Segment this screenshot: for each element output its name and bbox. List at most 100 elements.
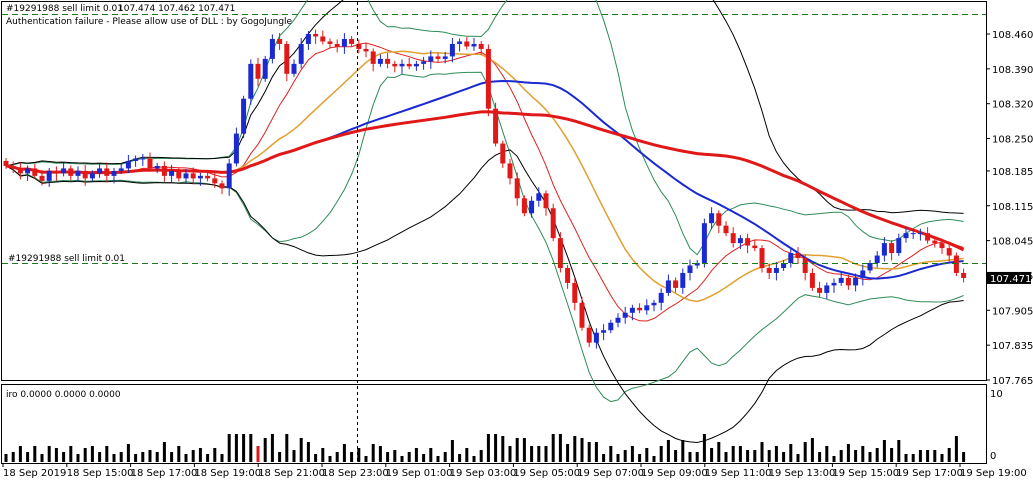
time-tick-label: 19 Sep 19:00 (960, 468, 1027, 479)
candle-body (291, 63, 297, 74)
volume-bar (105, 446, 109, 462)
volume-bar (206, 454, 210, 462)
volume-bar (162, 442, 166, 462)
candle-body (946, 248, 952, 256)
candle-body (680, 272, 686, 288)
volume-bar (249, 434, 253, 462)
volume-bar (515, 438, 519, 462)
candle-body (75, 170, 81, 176)
volume-bar (371, 444, 375, 462)
volume-bar (861, 446, 865, 462)
volume-bar (789, 444, 793, 462)
candle-body (464, 41, 470, 47)
candle-body (413, 63, 419, 67)
volume-bar (580, 438, 584, 462)
candle-body (298, 43, 304, 64)
candle-body (248, 63, 254, 99)
volume-bar (386, 452, 390, 462)
order-label: #19291988 sell limit 0.01 (8, 254, 125, 264)
volume-bar (717, 442, 721, 462)
volume-bar (501, 436, 505, 462)
candle-body (730, 233, 736, 244)
volume-bar (465, 448, 469, 462)
candle-body (111, 170, 117, 176)
candle-body (377, 58, 383, 64)
volume-bar (854, 450, 858, 462)
candle-body (831, 282, 837, 286)
candle-body (881, 243, 887, 256)
candle-body (565, 267, 571, 283)
time-tick-label: 19 Sep 17:00 (896, 468, 963, 479)
candle-body (593, 332, 599, 343)
candle-body (845, 277, 851, 286)
candles (3, 29, 967, 349)
candle-body (493, 108, 499, 144)
candle-body (370, 51, 376, 64)
candle-body (277, 38, 283, 44)
candle-body (183, 173, 189, 179)
volume-bar (962, 452, 966, 462)
volume-bar (11, 452, 15, 462)
candle-body (89, 173, 95, 179)
candle-body (615, 317, 621, 323)
candle-body (759, 248, 765, 268)
volume-bar (436, 456, 440, 462)
header-message: Authentication failure - Please allow us… (6, 17, 293, 27)
header-ohlc: 107.474 107.462 107.471 (118, 4, 235, 14)
volume-bar (537, 446, 541, 462)
price-tick-label: 108.460 (992, 30, 1033, 41)
candle-body (46, 170, 52, 181)
volume-bar (134, 454, 138, 462)
volume-tick-label: 10 (990, 389, 1003, 400)
candle-body (356, 43, 362, 49)
volume-bar (897, 440, 901, 462)
candle-body (665, 280, 671, 293)
candle-body (579, 302, 585, 328)
volume-bar (494, 434, 498, 462)
candle-body (212, 178, 218, 184)
volume-bar (623, 450, 627, 462)
candle-body (601, 330, 607, 333)
volume-bar (954, 436, 958, 462)
price-tick-label: 107.905 (992, 306, 1033, 317)
candle-body (629, 307, 635, 313)
volume-bar (573, 436, 577, 462)
time-tick-label: 18 Sep 21:00 (258, 468, 325, 479)
candle-body (939, 243, 945, 249)
volume-bar (630, 446, 634, 462)
volume-bar (285, 434, 289, 462)
candle-body (341, 38, 347, 47)
candle-body (896, 238, 902, 254)
volume-bar (760, 442, 764, 462)
volume-bar (155, 452, 159, 462)
candle-body (457, 41, 463, 44)
volume-bar (148, 450, 152, 462)
volume-bar (191, 450, 195, 462)
volume-bars (4, 434, 966, 462)
price-panel (1, 1, 987, 381)
candle-body (536, 193, 542, 201)
candle-body (817, 287, 823, 293)
volume-bar (904, 454, 908, 462)
candle-body (269, 38, 275, 59)
time-tick-label: 18 Sep 2019 (3, 468, 66, 479)
candle-body (701, 223, 707, 264)
candle-body (205, 175, 211, 179)
volume-bar (220, 454, 224, 462)
candle-body (421, 61, 427, 64)
candle-body (82, 170, 88, 179)
candle-body (363, 48, 369, 52)
candle-body (32, 168, 38, 176)
volume-bar (558, 434, 562, 462)
time-tick-label: 19 Sep 01:00 (386, 468, 453, 479)
candle-body (17, 168, 23, 174)
volume-bar (890, 448, 894, 462)
volume-bar (530, 446, 534, 462)
volume-bar (422, 454, 426, 462)
volume-bar (868, 452, 872, 462)
volume-bar (774, 446, 778, 462)
volume-bar (947, 448, 951, 462)
volume-bar (710, 448, 714, 462)
